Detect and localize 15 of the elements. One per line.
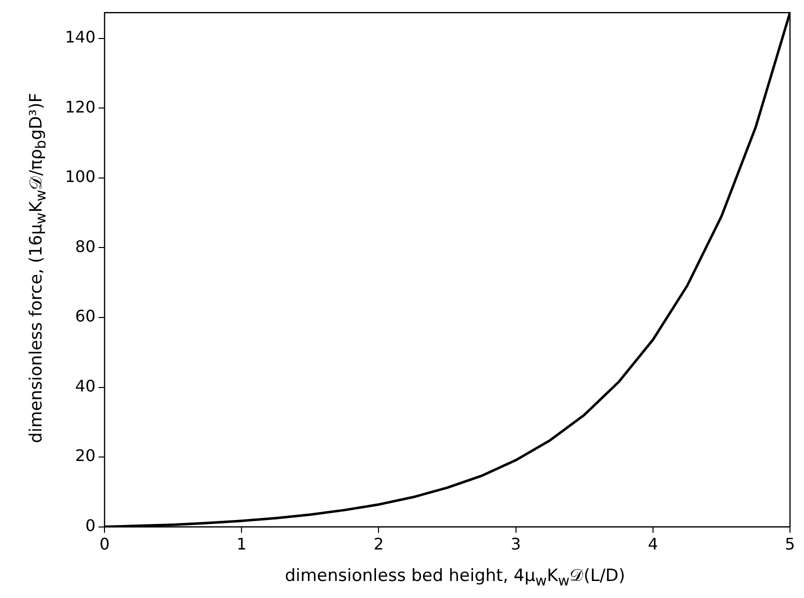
y-tick-label: 100 — [64, 167, 96, 186]
y-tick-label: 120 — [64, 97, 96, 116]
x-tick-label: 5 — [784, 534, 796, 554]
x-tick-label: 3 — [510, 534, 521, 554]
y-tick-label: 20 — [75, 446, 96, 466]
x-tick-label: 1 — [236, 534, 247, 554]
y-tick-label: 0 — [85, 516, 96, 535]
x-axis-title: dimensionless bed height, 4μ$_{w}$K$_{w}$𝒟(L/D) — [284, 566, 626, 590]
x-tick-label: 0 — [99, 534, 110, 554]
y-tick-label: 60 — [75, 306, 96, 326]
x-tick-label: 4 — [648, 534, 658, 554]
y-tick-label: 140 — [64, 28, 96, 47]
y-tick-label: 40 — [75, 376, 96, 396]
y-tick-label: 80 — [75, 236, 96, 256]
x-tick-label: 2 — [374, 534, 384, 554]
